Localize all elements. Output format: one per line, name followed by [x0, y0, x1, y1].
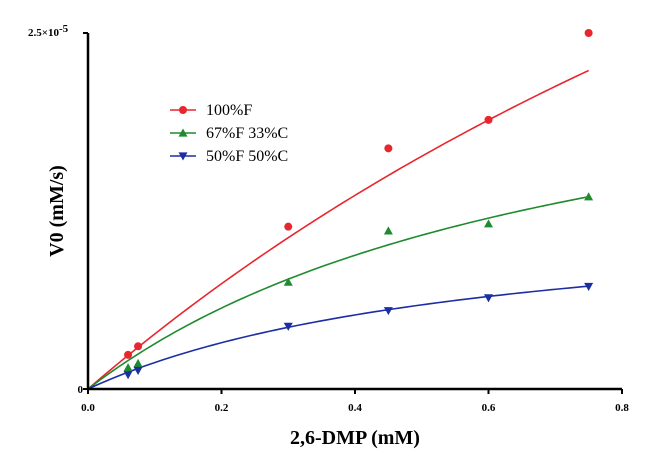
fit-curve	[87, 69, 589, 390]
data-point-triangle-down-icon	[584, 282, 594, 291]
x-tick-label: 0.4	[348, 402, 362, 414]
y-ticks: 0 2.5×10 -5	[28, 23, 88, 396]
data-point-circle-icon	[134, 342, 143, 351]
data-point-circle-icon	[284, 222, 293, 231]
legend-label: 50%F 50%C	[206, 148, 288, 165]
data-point-circle-icon	[179, 106, 187, 114]
data-point-triangle-down-icon	[283, 322, 293, 331]
x-tick-label: 0.6	[482, 402, 496, 414]
legend: 100%F 67%F 33%C 50%F 50%C	[170, 102, 288, 165]
data-point-triangle-down-icon	[178, 152, 188, 161]
y-tick-exponent: -5	[59, 23, 69, 35]
data-point-triangle-down-icon	[484, 294, 493, 303]
data-point-triangle-up-icon	[484, 219, 493, 228]
x-tick-label: 0.2	[215, 402, 229, 414]
y-tick-label: 0	[78, 384, 84, 396]
data-point-triangle-down-icon	[383, 307, 393, 316]
data-point-triangle-down-icon	[123, 371, 133, 380]
legend-label: 67%F 33%C	[206, 125, 288, 142]
data-points	[123, 29, 594, 380]
data-point-circle-icon	[584, 29, 593, 37]
y-axis-title: V0 (mM/s)	[46, 165, 68, 257]
x-ticks: 0.0 0.2 0.4 0.6 0.8	[81, 389, 629, 414]
data-point-circle-icon	[384, 144, 393, 153]
y-tick-label: 2.5×10	[28, 27, 60, 39]
x-tick-label: 0.8	[615, 402, 629, 414]
data-point-triangle-down-icon	[133, 366, 143, 375]
data-point-triangle-up-icon	[283, 277, 293, 286]
data-point-triangle-up-icon	[133, 358, 143, 367]
data-point-triangle-up-icon	[584, 192, 594, 201]
legend-label: 100%F	[206, 102, 252, 119]
fit-curves	[87, 69, 589, 390]
fit-curve	[87, 285, 589, 390]
x-axis-title: 2,6-DMP (mM)	[290, 427, 420, 449]
data-point-circle-icon	[124, 350, 133, 359]
x-tick-label: 0.0	[81, 402, 95, 414]
data-point-triangle-up-icon	[178, 128, 188, 137]
data-point-triangle-up-icon	[383, 226, 393, 235]
fit-curve	[87, 195, 589, 390]
data-point-circle-icon	[484, 115, 493, 124]
data-point-triangle-up-icon	[123, 363, 133, 372]
